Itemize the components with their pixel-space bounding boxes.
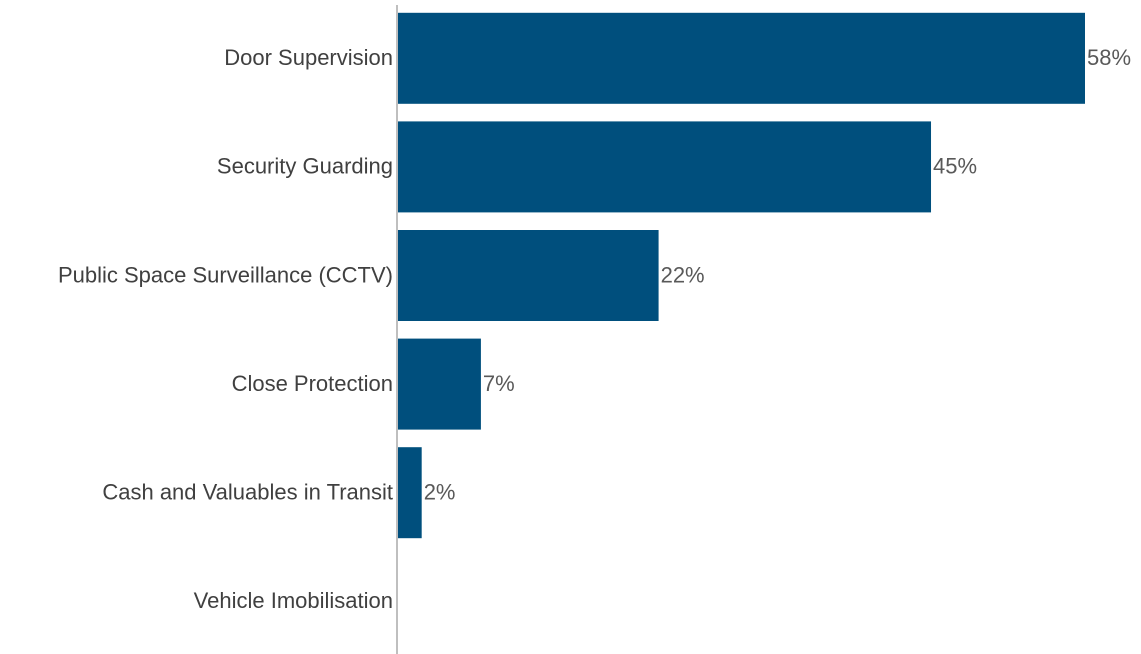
- data-label: 45%: [933, 154, 977, 179]
- y-tick-label: Vehicle Imobilisation: [194, 588, 393, 613]
- bar: [398, 12, 1085, 104]
- bar: [398, 230, 659, 321]
- y-tick-label: Cash and Valuables in Transit: [102, 480, 393, 505]
- y-tick-label: Close Protection: [232, 371, 393, 396]
- data-label: 58%: [1087, 45, 1131, 70]
- data-label: 2%: [424, 480, 456, 505]
- bar: [398, 447, 422, 539]
- data-label: 22%: [661, 262, 705, 287]
- y-tick-label: Public Space Surveillance (CCTV): [58, 262, 393, 287]
- y-tick-label: Door Supervision: [224, 45, 393, 70]
- bar: [398, 121, 932, 213]
- y-tick-label: Security Guarding: [217, 154, 393, 179]
- data-label: 7%: [483, 371, 515, 396]
- bar: [398, 338, 481, 430]
